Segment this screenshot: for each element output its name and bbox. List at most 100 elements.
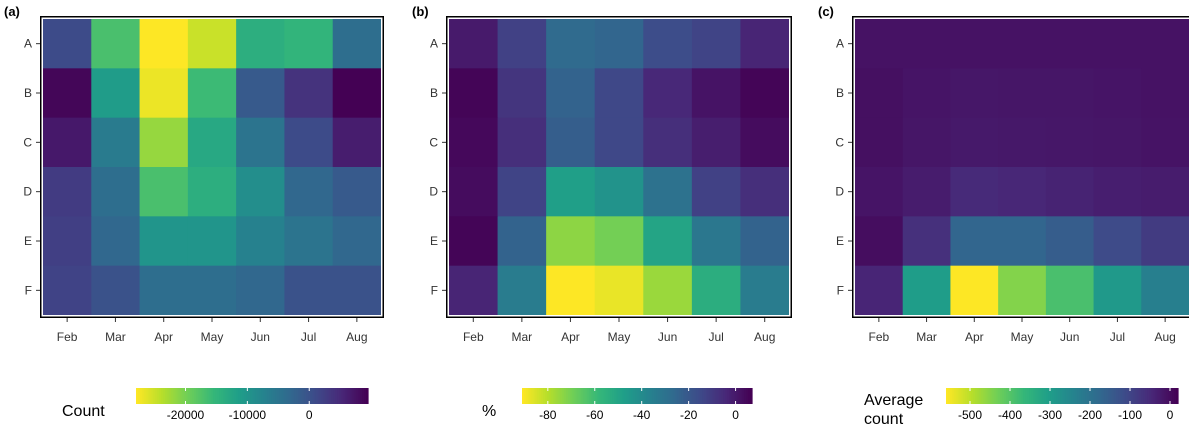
colorbar-segment bbox=[1141, 388, 1144, 404]
x-tick-label: Mar bbox=[105, 330, 126, 344]
colorbar-segment bbox=[744, 388, 747, 404]
colorbar-tick-label: 0 bbox=[306, 408, 313, 422]
colorbar-segment bbox=[323, 388, 327, 404]
colorbar-segment bbox=[1017, 388, 1021, 404]
colorbar-segment bbox=[277, 388, 280, 404]
colorbar-segment bbox=[623, 388, 627, 404]
heatmap-panel-c: (c) A B C D E F Feb Mar Apr May Jun Jul Aug -500 -400 -3… bbox=[818, 4, 1189, 428]
colorbar-segment bbox=[1009, 388, 1013, 404]
colorbar-segment bbox=[661, 388, 665, 404]
heatmap-cell bbox=[497, 19, 547, 69]
colorbar-segment bbox=[362, 388, 365, 404]
heatmap-cell bbox=[332, 68, 382, 119]
colorbar-segment bbox=[333, 388, 336, 404]
colorbar-segment bbox=[1127, 388, 1131, 404]
colorbar-segment bbox=[354, 388, 357, 404]
colorbar-segment bbox=[617, 388, 621, 404]
x-tick-label: Jun bbox=[251, 330, 270, 344]
heatmap-cell bbox=[43, 117, 92, 168]
colorbar-segment bbox=[537, 388, 540, 404]
heatmap-cell bbox=[43, 68, 92, 119]
heatmap-cell bbox=[594, 117, 644, 168]
panel-label: (b) bbox=[412, 4, 429, 19]
colorbar-segment bbox=[723, 388, 726, 404]
colorbar-segment bbox=[1156, 388, 1160, 404]
colorbar-segment bbox=[211, 388, 214, 404]
colorbar-segment bbox=[1062, 388, 1065, 404]
colorbar-segment bbox=[192, 388, 195, 404]
heatmap-cell bbox=[284, 68, 334, 119]
colorbar-segment bbox=[635, 388, 638, 404]
colorbar-segment bbox=[170, 388, 174, 404]
colorbar-segment bbox=[1104, 388, 1108, 404]
colorbar-segment bbox=[194, 388, 197, 404]
heatmap-cell bbox=[1141, 216, 1189, 267]
colorbar-segment bbox=[242, 388, 245, 404]
colorbar-segment bbox=[598, 388, 602, 404]
colorbar-segment bbox=[319, 388, 323, 404]
colorbar-segment bbox=[261, 388, 265, 404]
colorbar-segment bbox=[1092, 388, 1096, 404]
colorbar-segment bbox=[1083, 388, 1086, 404]
colorbar-segment bbox=[629, 388, 632, 404]
colorbar-segment bbox=[172, 388, 176, 404]
colorbar-segment bbox=[1002, 388, 1005, 404]
heatmap-cell bbox=[91, 68, 141, 119]
colorbar-tick-label: -100 bbox=[1118, 408, 1142, 422]
heatmap-cell bbox=[902, 216, 952, 267]
colorbar-segment bbox=[1065, 388, 1069, 404]
colorbar-segment bbox=[1133, 388, 1137, 404]
heatmap-cell bbox=[284, 167, 334, 217]
colorbar-segment bbox=[683, 388, 686, 404]
colorbar-segment bbox=[157, 388, 160, 404]
colorbar-segment bbox=[660, 388, 663, 404]
heatmap-cell bbox=[998, 19, 1047, 69]
colorbar-segment bbox=[690, 388, 694, 404]
colorbar-segment bbox=[207, 388, 211, 404]
y-tick-label: F bbox=[25, 283, 32, 297]
heatmap-cell bbox=[1045, 117, 1095, 168]
heatmap-cell bbox=[91, 216, 141, 267]
heatmap-cell bbox=[740, 68, 790, 119]
colorbar-segment bbox=[579, 388, 583, 404]
colorbar-segment bbox=[364, 388, 367, 404]
colorbar-segment bbox=[566, 388, 569, 404]
y-tick-label: A bbox=[430, 37, 438, 51]
colorbar-segment bbox=[707, 388, 711, 404]
colorbar-segment bbox=[640, 388, 644, 404]
heatmap-cell bbox=[950, 167, 999, 217]
colorbar-segment bbox=[1044, 388, 1048, 404]
colorbar-segment bbox=[1091, 388, 1094, 404]
heatmap-cell bbox=[691, 167, 742, 217]
heatmap-cell bbox=[998, 265, 1047, 316]
colorbar-segment bbox=[315, 388, 319, 404]
colorbar-tick-label: 0 bbox=[1167, 408, 1174, 422]
heatmap-cell bbox=[594, 68, 644, 119]
colorbar-segment bbox=[1098, 388, 1102, 404]
x-tick-label: May bbox=[608, 330, 631, 344]
heatmap-cell bbox=[332, 265, 382, 316]
colorbar-segment bbox=[967, 388, 970, 404]
colorbar-segment bbox=[1004, 388, 1007, 404]
colorbar-tick-label: -10000 bbox=[229, 408, 267, 422]
heatmap-cell bbox=[332, 19, 382, 69]
heatmap-cell bbox=[1045, 216, 1095, 267]
colorbar-segment bbox=[1075, 388, 1079, 404]
colorbar-segment bbox=[311, 388, 315, 404]
colorbar-segment bbox=[615, 388, 619, 404]
colorbar-segment bbox=[571, 388, 575, 404]
colorbar-segment bbox=[273, 388, 276, 404]
colorbar-segment bbox=[704, 388, 707, 404]
colorbar-tick-label: -20 bbox=[680, 408, 698, 422]
heatmap-cell bbox=[187, 216, 237, 267]
colorbar-segment bbox=[1040, 388, 1044, 404]
colorbar-segment bbox=[1176, 388, 1179, 404]
colorbar-segment bbox=[663, 388, 667, 404]
colorbar-segment bbox=[335, 388, 338, 404]
y-tick-label: E bbox=[430, 234, 438, 248]
colorbar-segment bbox=[949, 388, 953, 404]
colorbar-segment bbox=[725, 388, 728, 404]
heatmap-cell bbox=[740, 19, 790, 69]
colorbar-segment bbox=[729, 388, 732, 404]
colorbar-segment bbox=[627, 388, 630, 404]
